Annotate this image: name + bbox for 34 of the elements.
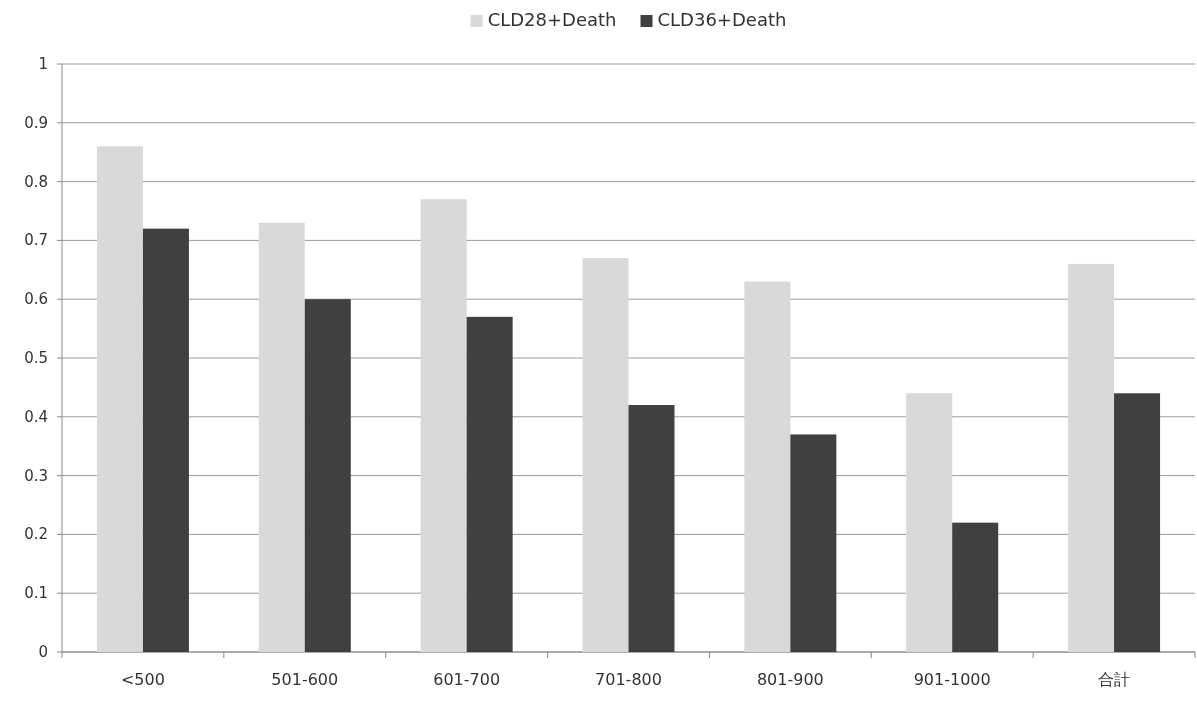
- bar: [582, 258, 629, 652]
- x-tick-label: 601-700: [433, 670, 501, 689]
- x-tick-label: 801-900: [756, 670, 824, 689]
- y-tick-label: 0.5: [24, 349, 48, 367]
- bar: [628, 405, 675, 652]
- bar: [96, 146, 143, 652]
- x-tick-label: 901-1000: [913, 670, 991, 689]
- y-tick-label: 0.7: [24, 231, 48, 250]
- bar: [906, 393, 953, 652]
- y-tick-label: 0.8: [24, 172, 48, 191]
- bar: [952, 522, 999, 652]
- x-tick-label: <500: [120, 670, 165, 689]
- x-tick-label: 701-800: [595, 670, 662, 689]
- legend-label: CLD36+Death: [657, 9, 787, 30]
- x-tick-label: 501-600: [271, 670, 339, 689]
- bar: [466, 316, 513, 652]
- bar: [142, 228, 189, 652]
- bar: [1114, 393, 1161, 652]
- bar: [258, 222, 305, 652]
- bar: [304, 299, 351, 652]
- y-tick-label: 0.3: [24, 466, 48, 485]
- y-tick-label: 1: [38, 55, 48, 73]
- bar: [1068, 263, 1115, 652]
- y-tick-label: 0: [38, 643, 48, 661]
- y-tick-label: 0.1: [24, 584, 48, 603]
- bar: [420, 199, 467, 652]
- y-tick-label: 0.9: [24, 113, 48, 132]
- x-tick-label: 合計: [1098, 670, 1131, 689]
- y-tick-label: 0.2: [24, 525, 48, 544]
- y-tick-label: 0.4: [24, 407, 48, 426]
- bar: [744, 281, 791, 652]
- bar: [790, 434, 837, 652]
- y-tick-label: 0.6: [24, 290, 48, 309]
- legend-label: CLD28+Death: [487, 9, 617, 30]
